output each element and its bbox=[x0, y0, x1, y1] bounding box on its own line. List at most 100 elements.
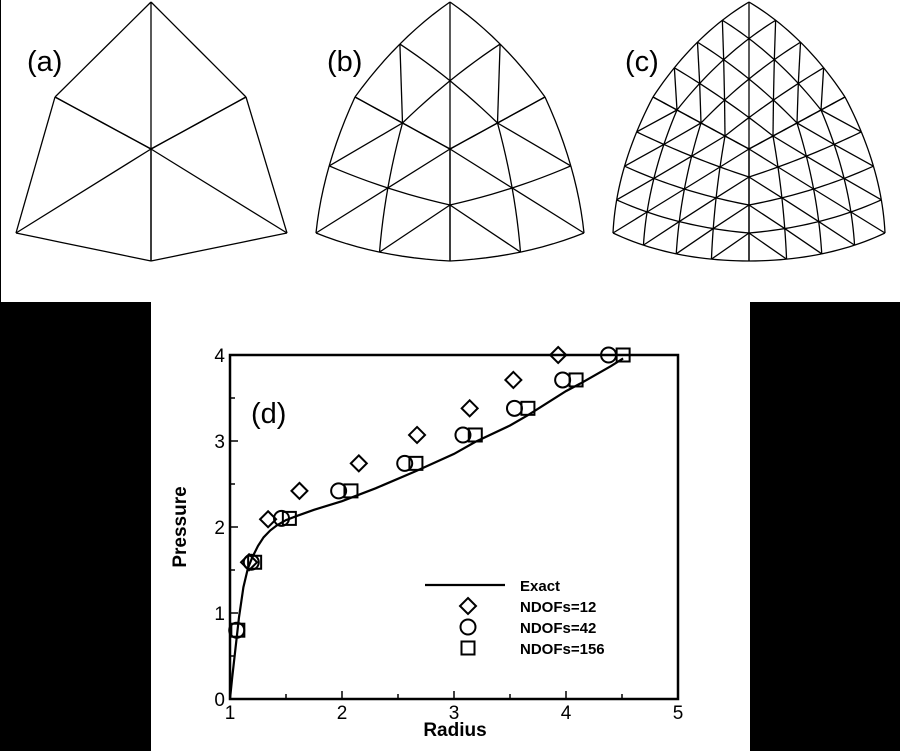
mesh-edge bbox=[772, 99, 798, 124]
mesh-b-edges bbox=[315, 1, 585, 262]
x-tick-label: 4 bbox=[561, 703, 572, 724]
legend: Exact NDOFs=12 NDOFs=42 NDOFs=156 bbox=[425, 578, 605, 658]
mesh-edge bbox=[820, 96, 846, 111]
mesh-edge bbox=[612, 211, 648, 234]
square-marker bbox=[467, 427, 483, 443]
square-marker bbox=[343, 483, 359, 499]
mesh-edge bbox=[772, 135, 807, 157]
diamond-marker bbox=[290, 481, 309, 501]
mesh-edge bbox=[772, 59, 775, 101]
diamond-marker bbox=[548, 345, 568, 365]
y-tick-label: 1 bbox=[214, 604, 225, 625]
mesh-panel-a: (a) bbox=[15, 1, 288, 262]
mesh-edge bbox=[449, 43, 501, 82]
mesh-edge bbox=[800, 41, 825, 69]
axis-ticks bbox=[229, 354, 679, 700]
mesh-edge bbox=[449, 148, 513, 189]
panel-label-d: (d) bbox=[251, 398, 286, 430]
mesh-edge bbox=[748, 19, 776, 40]
mesh-edge bbox=[773, 41, 801, 61]
mesh-edge bbox=[797, 83, 822, 111]
mesh-edge bbox=[880, 199, 886, 234]
legend-label-exact: Exact bbox=[520, 578, 560, 595]
mesh-edge bbox=[636, 131, 665, 146]
mesh-edge bbox=[449, 251, 521, 262]
mesh-edge bbox=[328, 165, 389, 189]
mesh-edge bbox=[624, 143, 665, 167]
mesh-edge bbox=[678, 197, 717, 223]
mesh-edge bbox=[511, 165, 572, 189]
circle-marker bbox=[554, 371, 572, 389]
mesh-edge bbox=[777, 166, 814, 190]
mesh-edge bbox=[653, 177, 685, 190]
mesh-a-edges bbox=[15, 1, 288, 262]
y-tick-label: 0 bbox=[214, 690, 225, 711]
mesh-edge bbox=[724, 135, 750, 150]
mesh-edge bbox=[497, 96, 546, 124]
mesh-edge bbox=[570, 165, 585, 234]
mesh-edge bbox=[653, 144, 665, 179]
mesh-edge bbox=[850, 211, 856, 246]
mesh-edge bbox=[818, 211, 852, 223]
mesh-edge bbox=[723, 59, 726, 101]
mesh-edge bbox=[843, 177, 882, 201]
mesh-edge bbox=[150, 1, 247, 98]
mesh-edge bbox=[354, 96, 403, 124]
mesh-edge bbox=[721, 20, 725, 60]
mesh-edge bbox=[820, 109, 835, 145]
mesh-edge bbox=[712, 204, 750, 230]
square-marker bbox=[247, 554, 263, 570]
mesh-edge bbox=[806, 155, 845, 179]
mesh-edge bbox=[786, 253, 822, 260]
circle-marker bbox=[454, 426, 472, 444]
y-tick-label: 4 bbox=[214, 346, 225, 367]
mesh-edge bbox=[784, 220, 819, 230]
panel-label-b: (b) bbox=[327, 46, 362, 78]
mesh-edge bbox=[723, 59, 750, 80]
mesh-edge bbox=[713, 227, 750, 234]
mesh-edge bbox=[378, 187, 389, 253]
left-black-panel bbox=[0, 302, 151, 751]
mesh-edge bbox=[805, 155, 815, 190]
mesh-edge bbox=[872, 165, 882, 200]
mesh-edge bbox=[820, 109, 862, 133]
mesh-edge bbox=[806, 143, 835, 157]
mesh-edge bbox=[715, 166, 721, 198]
diamond-marker bbox=[458, 596, 478, 616]
square-marker bbox=[568, 372, 584, 388]
square-marker bbox=[281, 510, 297, 526]
mesh-edge bbox=[683, 155, 693, 190]
mesh-edge bbox=[245, 96, 288, 234]
mesh-edge bbox=[15, 96, 56, 234]
mesh-edge bbox=[354, 43, 401, 98]
mesh-edge bbox=[699, 59, 725, 84]
mesh-edge bbox=[719, 148, 750, 168]
mesh-edge bbox=[499, 43, 546, 98]
mesh-edge bbox=[663, 109, 678, 145]
panel-label-a: (a) bbox=[27, 46, 62, 78]
mesh-edge bbox=[781, 197, 786, 229]
mesh-edge bbox=[673, 67, 678, 111]
mesh-edge bbox=[833, 143, 874, 167]
mesh-edge bbox=[328, 122, 403, 167]
mesh-edge bbox=[623, 131, 638, 167]
mesh-edge bbox=[697, 19, 723, 43]
x-tick-label: 2 bbox=[337, 703, 348, 724]
mesh-edge bbox=[15, 232, 152, 262]
mesh-edge bbox=[663, 122, 702, 146]
mesh-panel-c: (c) bbox=[612, 1, 886, 262]
mesh-edge bbox=[818, 221, 823, 254]
circle-marker bbox=[396, 454, 414, 472]
mesh-edge bbox=[699, 82, 725, 101]
mesh-edge bbox=[724, 99, 750, 119]
mesh-edge bbox=[676, 83, 701, 111]
mesh-edge bbox=[748, 78, 774, 101]
mesh-edge bbox=[712, 197, 717, 229]
mesh-edge bbox=[850, 211, 886, 234]
mesh-edge bbox=[813, 177, 845, 190]
mesh-edge bbox=[544, 96, 572, 167]
mesh-edge bbox=[379, 204, 451, 253]
mesh-edge bbox=[678, 188, 686, 222]
mesh-edge bbox=[711, 232, 750, 260]
